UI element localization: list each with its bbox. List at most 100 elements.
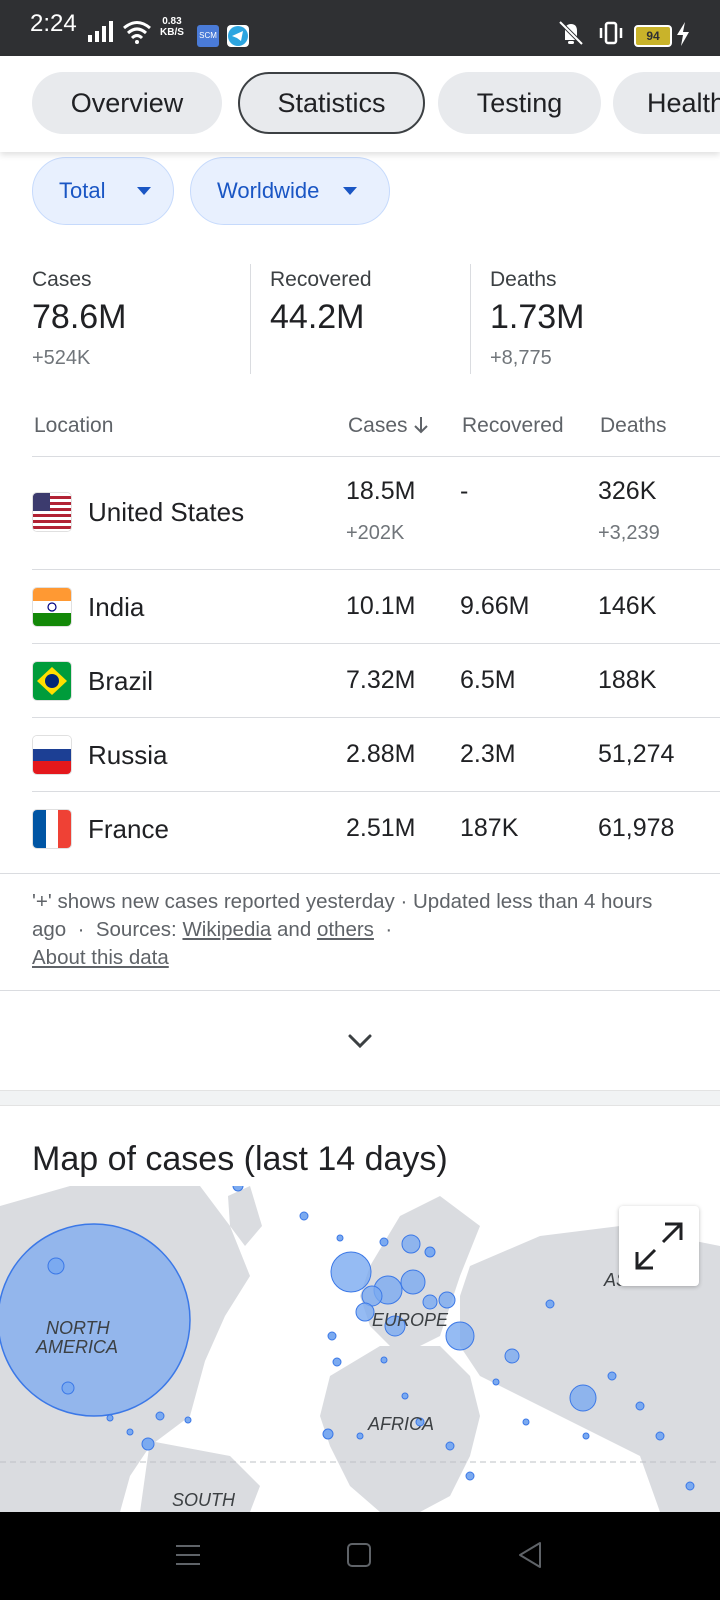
measure-dropdown[interactable]: Total [32,157,174,225]
summary-deaths-delta: +8,775 [490,347,552,369]
status-bar: 2:24 0.83 KB/S SCM 94 [0,0,720,56]
divider [32,717,720,718]
summary-deaths-label: Deaths [490,268,557,291]
wifi-icon [123,21,151,44]
country-name: Brazil [88,666,154,696]
divider [32,569,720,570]
divider [250,264,251,374]
system-nav-bar [0,1512,720,1600]
column-header-cases[interactable]: Cases [348,414,429,438]
network-speed: 0.83 KB/S [160,16,184,38]
table-row[interactable]: Brazil 7.32M 6.5M 188K [0,644,720,718]
data-footnote: '+' shows new cases reported yesterday ·… [32,890,653,969]
summary-recovered-label: Recovered [270,268,372,291]
recovered-value: - [460,477,469,505]
recovered-value: 6.5M [460,666,516,694]
column-header-deaths[interactable]: Deaths [600,414,667,437]
sort-arrow-down-icon [414,417,429,434]
deaths-value: 51,274 [598,740,675,768]
country-name: France [88,814,169,844]
table-row[interactable]: France 2.51M 187K 61,978 [0,792,720,866]
footnote-text: '+' shows new cases reported yesterday ·… [32,890,653,941]
recovered-value: 187K [460,814,519,842]
deaths-value: 188K [598,666,657,694]
sources-label: Sources: [95,918,177,941]
signal-icon [88,21,113,42]
country-name: Russia [88,740,168,770]
others-link[interactable]: others [316,918,374,941]
divider [32,643,720,644]
telegram-icon [227,25,249,47]
net-speed-value: 0.83 [162,16,182,27]
brazil-flag-icon [33,662,71,700]
divider [0,873,720,874]
map-label-europe: EUROPE [372,1310,449,1330]
cases-value: 2.88M [346,740,416,768]
cases-map[interactable]: NORTH AMERICA EUROPE AFRICA ASIA SOUTH [0,1186,720,1512]
tab-statistics[interactable]: Statistics [238,72,425,134]
back-icon[interactable] [516,1540,544,1570]
map-title: Map of cases (last 14 days) [32,1140,448,1178]
summary-cases-label: Cases [32,268,92,291]
mute-icon [558,20,584,46]
cases-new-value: +202K [346,522,405,544]
section-tabs: Overview Statistics Testing Health [0,56,720,152]
tab-testing[interactable]: Testing [438,72,601,134]
india-flag-icon [33,588,71,626]
home-icon[interactable] [346,1542,372,1568]
cases-value: 7.32M [346,666,416,694]
column-header-cases-label: Cases [348,414,408,437]
divider [32,791,720,792]
battery-indicator: 94 [634,25,672,47]
country-name: United States [88,497,245,527]
vibrate-icon [599,21,623,45]
measure-dropdown-label: Total [59,178,106,203]
menu-icon[interactable] [174,1542,202,1568]
divider [32,456,720,457]
and-text: and [277,918,312,941]
map-label-america: AMERICA [35,1337,118,1357]
summary-deaths-value: 1.73M [490,298,585,336]
region-dropdown[interactable]: Worldwide [190,157,390,225]
russia-flag-icon [33,736,71,774]
world-map: NORTH AMERICA EUROPE AFRICA ASIA SOUTH [0,1186,720,1512]
summary-cases-delta: +524K [32,347,91,369]
charging-icon [677,22,689,46]
tab-overview[interactable]: Overview [32,72,222,134]
france-flag-icon [33,810,71,848]
wikipedia-link[interactable]: Wikipedia [182,918,272,941]
country-name: India [88,592,145,622]
table-row[interactable]: United States 18.5M +202K - 326K +3,239 [0,457,720,569]
map-label-south: SOUTH [172,1490,236,1510]
about-data-link[interactable]: About this data [32,946,169,969]
map-label-africa: AFRICA [367,1414,434,1434]
cases-value: 18.5M [346,477,416,505]
map-label-north: NORTH [46,1318,111,1338]
cases-value: 2.51M [346,814,416,842]
recovered-value: 9.66M [460,592,530,620]
divider [0,990,720,991]
app-notification-icon: SCM [197,25,219,47]
summary-recovered: Recovered 44.2M [270,268,372,337]
expand-table-chevron-icon[interactable] [340,1030,380,1054]
status-time: 2:24 [30,10,77,37]
net-speed-unit: KB/S [160,27,184,38]
map-fullscreen-button[interactable] [619,1206,699,1286]
deaths-value: 61,978 [598,814,675,842]
summary-cases: Cases 78.6M +524K [32,268,127,370]
column-header-location[interactable]: Location [34,414,114,437]
section-separator [0,1090,720,1106]
us-flag-icon [33,493,71,531]
deaths-value: 146K [598,592,657,620]
deaths-value: 326K [598,477,657,505]
chevron-down-icon [343,187,357,195]
table-row[interactable]: India 10.1M 9.66M 146K [0,570,720,644]
table-row[interactable]: Russia 2.88M 2.3M 51,274 [0,718,720,792]
cases-value: 10.1M [346,592,416,620]
expand-arrows-icon [635,1222,683,1270]
tab-health[interactable]: Health [613,72,720,134]
region-dropdown-label: Worldwide [217,178,320,203]
chevron-down-icon [137,187,151,195]
column-header-recovered[interactable]: Recovered [462,414,564,437]
deaths-new-value: +3,239 [598,522,660,544]
